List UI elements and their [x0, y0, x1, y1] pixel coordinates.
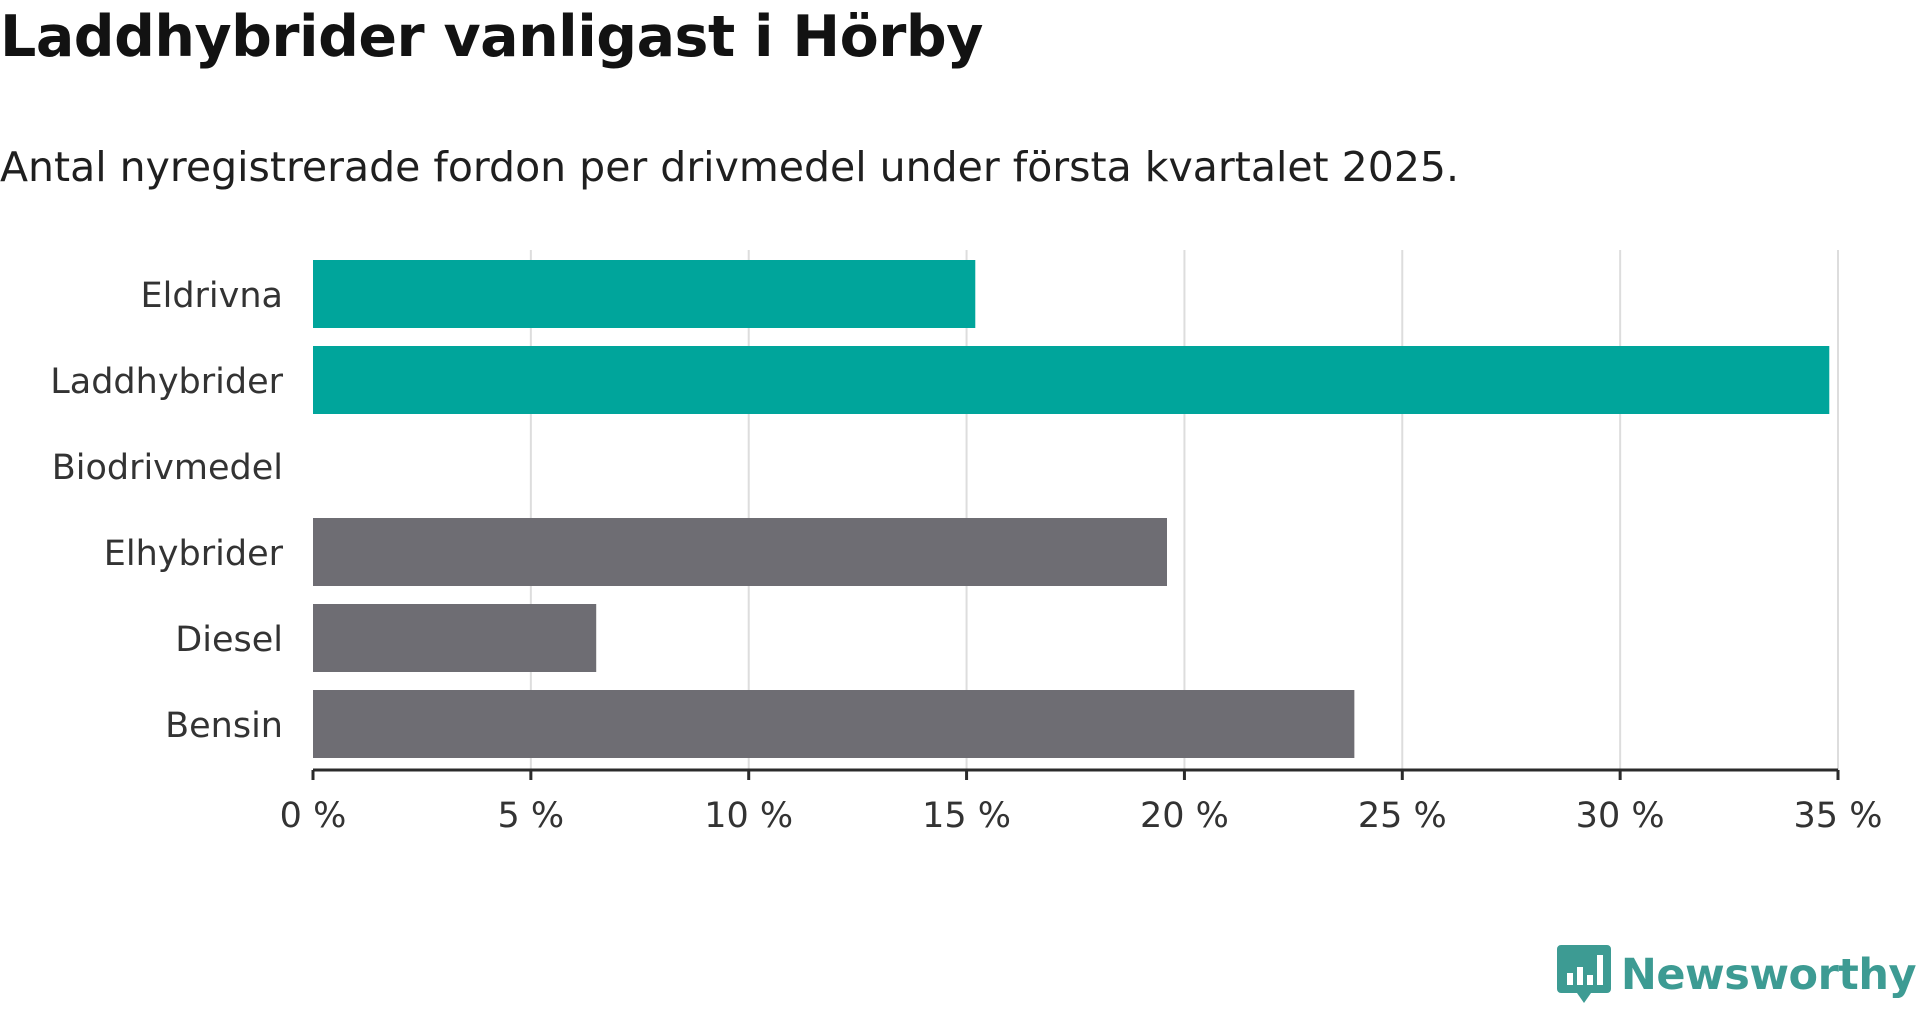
category-label: Elhybrider [104, 534, 284, 574]
bar [313, 690, 1355, 758]
category-labels: Eldrivna Laddhybrider Biodrivmedel Elhybrid… [50, 276, 283, 746]
x-tick-label: 25 % [1358, 796, 1447, 836]
gridlines [529, 250, 1839, 770]
x-tick-label: 5 % [498, 796, 565, 836]
chart-subtitle: Antal nyregistrerade fordon per drivmede… [0, 143, 1460, 191]
bar [313, 518, 1167, 586]
x-tick-label: 10 % [704, 796, 793, 836]
bar [313, 260, 976, 328]
brand-footer: Newsworthy [1556, 940, 1917, 1010]
category-label: Laddhybrider [50, 362, 283, 402]
bar [313, 346, 1830, 414]
x-tick-label: 0 % [280, 796, 347, 836]
x-tick-label: 30 % [1576, 796, 1665, 836]
category-label: Bensin [165, 706, 283, 746]
x-axis: 0 % 5 % 10 % 15 % 20 % 25 % 30 % 35 % [280, 768, 1883, 836]
x-tick-label: 35 % [1794, 796, 1883, 836]
brand-name: Newsworthy [1620, 950, 1917, 1000]
category-label: Eldrivna [140, 276, 283, 316]
category-label: Diesel [175, 620, 283, 660]
bars [313, 260, 1830, 758]
bar-chart: 0 % 5 % 10 % 15 % 20 % 25 % 30 % 35 % Eldrivna L… [50, 250, 1883, 836]
x-tick-label: 20 % [1140, 796, 1229, 836]
bar [313, 604, 597, 672]
chart-title: Laddhybrider vanligast i Hörby [0, 4, 983, 70]
x-tick-label: 15 % [922, 796, 1011, 836]
newsworthy-logo-icon [1556, 945, 1611, 1003]
category-label: Biodrivmedel [52, 448, 283, 488]
